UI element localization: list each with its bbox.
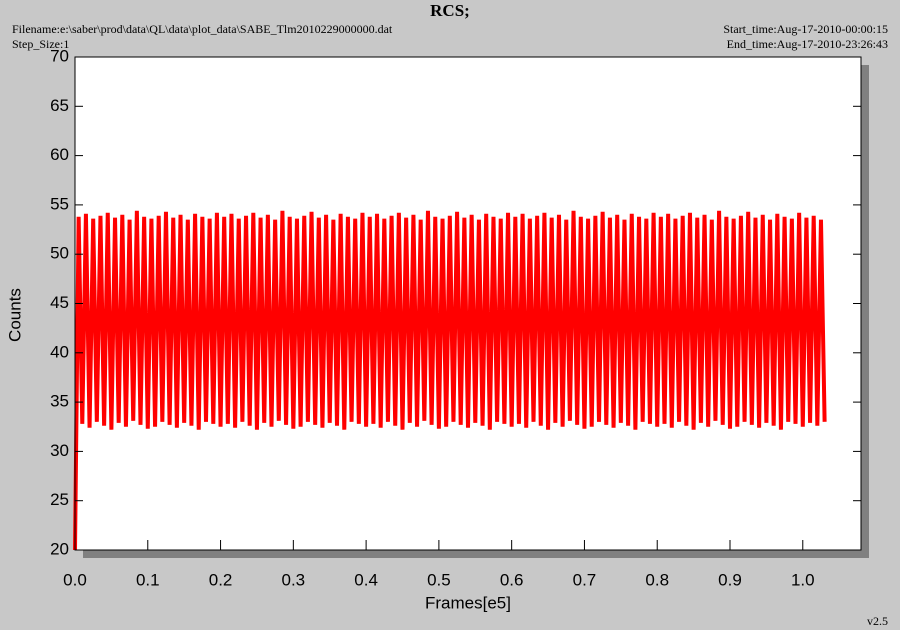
y-tick-label: 40: [50, 342, 69, 361]
x-tick-label: 0.7: [573, 570, 597, 589]
x-tick-label: 0.5: [427, 570, 451, 589]
x-tick-label: 1.0: [791, 570, 815, 589]
end-time: End_time:Aug-17-2010-23:26:43: [727, 37, 888, 51]
y-tick-label: 65: [50, 96, 69, 115]
step-size: Step_Size:1: [12, 37, 69, 51]
x-axis-label: Frames[e5]: [425, 593, 511, 612]
x-tick-label: 0.9: [718, 570, 742, 589]
y-tick-label: 30: [50, 441, 69, 460]
x-tick-label: 0.4: [354, 570, 378, 589]
filename: Filename:e:\saber\prod\data\QL\data\plot…: [12, 22, 393, 36]
x-tick-label: 0.2: [209, 570, 233, 589]
x-tick-label: 0.0: [63, 570, 87, 589]
y-tick-label: 50: [50, 244, 69, 263]
x-tick-label: 0.8: [645, 570, 669, 589]
start-time: Start_time:Aug-17-2010-00:00:15: [723, 22, 888, 36]
y-tick-label: 70: [50, 46, 69, 65]
chart-title: RCS;: [430, 1, 470, 20]
y-tick-label: 25: [50, 490, 69, 509]
y-axis-label: Counts: [5, 288, 24, 342]
x-tick-label: 0.1: [136, 570, 160, 589]
x-tick-label: 0.6: [500, 570, 524, 589]
version: v2.5: [867, 614, 888, 628]
y-tick-label: 20: [50, 539, 69, 558]
y-tick-label: 35: [50, 392, 69, 411]
plot-frame: [74, 56, 862, 551]
data-line: [73, 210, 827, 551]
y-tick-label: 55: [50, 194, 69, 213]
y-tick-label: 45: [50, 293, 69, 312]
plot-area: [74, 56, 862, 551]
x-tick-label: 0.3: [282, 570, 306, 589]
y-tick-label: 60: [50, 145, 69, 164]
